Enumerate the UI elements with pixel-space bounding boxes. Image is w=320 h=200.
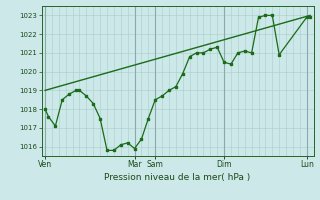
X-axis label: Pression niveau de la mer( hPa ): Pression niveau de la mer( hPa ) [104,173,251,182]
